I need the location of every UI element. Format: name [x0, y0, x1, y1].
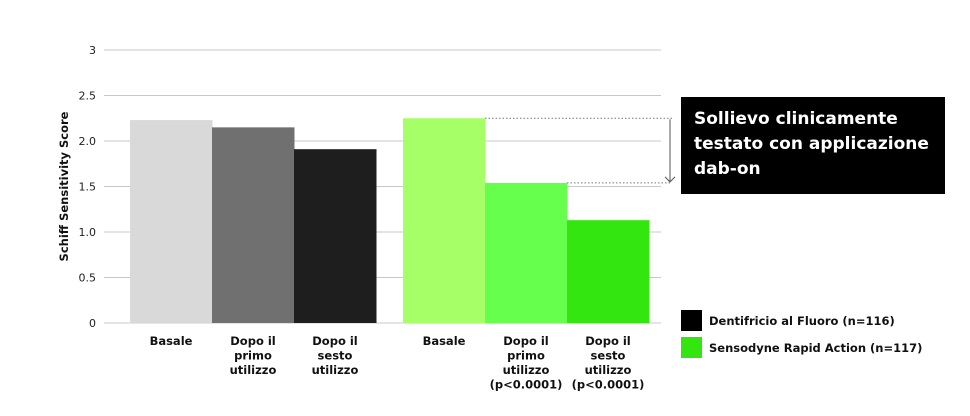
y-tick-label: 1.5 — [79, 181, 97, 194]
bar — [485, 182, 568, 323]
legend-item-fluoride: Dentifricio al Fluoro (n=116) — [681, 310, 895, 331]
y-tick-label: 2.0 — [79, 135, 97, 148]
y-tick-label: 3 — [89, 44, 96, 57]
y-axis-label: Schiff Sensitivity Score — [57, 111, 71, 261]
y-tick-label: 0 — [89, 317, 96, 330]
bar — [130, 120, 213, 323]
y-tick-label: 0.5 — [79, 272, 97, 285]
y-tick-label: 1.0 — [79, 226, 97, 239]
legend-swatch-fluoride — [681, 310, 702, 331]
legend-label-sensodyne: Sensodyne Rapid Action (n=117) — [709, 340, 923, 355]
category-label: Basale — [423, 334, 466, 348]
category-label: Dopo il sesto utilizzo — [312, 334, 359, 377]
bar — [212, 127, 295, 323]
category-label: Dopo il primo utilizzo — [230, 334, 277, 377]
category-label: Dopo il primo utilizzo (p<0.0001) — [490, 334, 563, 392]
legend-label-fluoride: Dentifricio al Fluoro (n=116) — [709, 313, 895, 328]
bar — [403, 118, 486, 323]
annotation-callout: Sollievo clinicamente testato con applic… — [681, 97, 945, 194]
legend-item-sensodyne: Sensodyne Rapid Action (n=117) — [681, 337, 922, 358]
bar — [294, 149, 377, 323]
category-label: Dopo il sesto utilizzo (p<0.0001) — [572, 334, 645, 392]
bar — [567, 220, 650, 323]
annotation-arrow-head — [664, 176, 676, 183]
legend-swatch-sensodyne — [681, 337, 702, 358]
category-label: Basale — [150, 334, 193, 348]
y-tick-label: 2.5 — [79, 90, 97, 103]
